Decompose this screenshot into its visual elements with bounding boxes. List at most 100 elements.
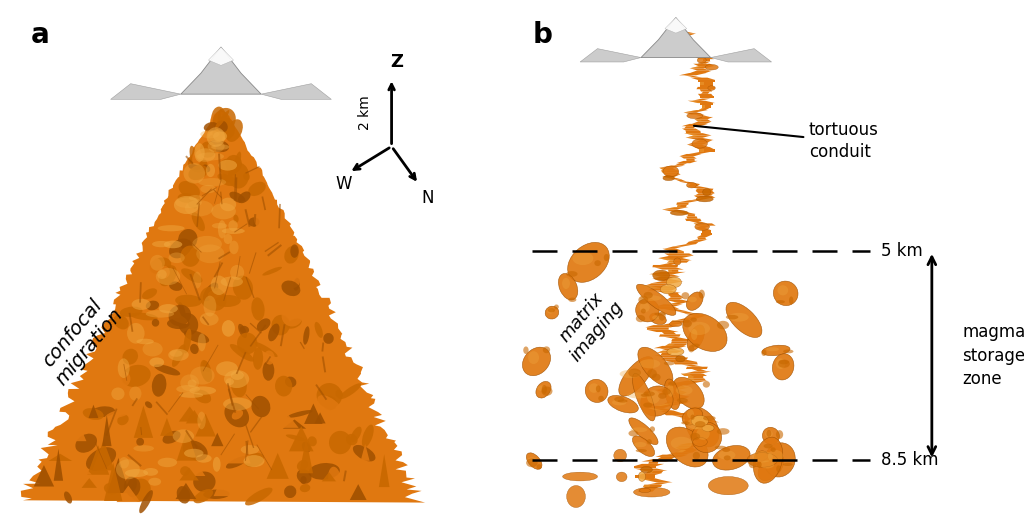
Ellipse shape <box>717 428 729 435</box>
Polygon shape <box>695 57 705 59</box>
Polygon shape <box>646 471 653 473</box>
Polygon shape <box>701 230 712 233</box>
Polygon shape <box>322 472 336 481</box>
Polygon shape <box>651 274 680 277</box>
Ellipse shape <box>649 426 655 432</box>
Ellipse shape <box>209 135 215 141</box>
Ellipse shape <box>690 415 694 420</box>
Polygon shape <box>177 430 197 461</box>
Ellipse shape <box>586 379 608 403</box>
Polygon shape <box>658 256 692 258</box>
Ellipse shape <box>253 347 263 370</box>
Ellipse shape <box>764 443 796 477</box>
Ellipse shape <box>118 358 130 378</box>
Polygon shape <box>672 43 686 46</box>
Polygon shape <box>666 344 688 346</box>
Ellipse shape <box>618 357 653 396</box>
Ellipse shape <box>649 313 667 324</box>
Ellipse shape <box>170 350 182 357</box>
Ellipse shape <box>636 315 645 322</box>
Ellipse shape <box>652 270 670 281</box>
Polygon shape <box>637 473 663 475</box>
Ellipse shape <box>636 449 647 452</box>
Ellipse shape <box>687 325 705 351</box>
Ellipse shape <box>142 342 163 357</box>
Ellipse shape <box>132 299 151 310</box>
Polygon shape <box>659 411 681 413</box>
Polygon shape <box>117 485 140 502</box>
Ellipse shape <box>629 418 658 445</box>
Ellipse shape <box>663 389 671 395</box>
Ellipse shape <box>722 447 730 452</box>
Ellipse shape <box>706 64 718 70</box>
Ellipse shape <box>562 278 570 289</box>
Polygon shape <box>700 422 713 425</box>
Ellipse shape <box>695 421 706 427</box>
Ellipse shape <box>589 383 599 393</box>
Ellipse shape <box>188 445 205 460</box>
Ellipse shape <box>219 175 237 186</box>
Polygon shape <box>641 286 677 288</box>
Polygon shape <box>671 399 684 402</box>
Ellipse shape <box>222 128 231 139</box>
Polygon shape <box>681 365 702 367</box>
Ellipse shape <box>169 238 191 258</box>
Polygon shape <box>645 325 679 327</box>
Ellipse shape <box>671 437 692 450</box>
Ellipse shape <box>239 461 252 473</box>
Polygon shape <box>654 267 684 269</box>
Ellipse shape <box>339 383 361 399</box>
Ellipse shape <box>215 114 223 122</box>
Polygon shape <box>690 427 703 429</box>
Polygon shape <box>684 371 711 373</box>
Ellipse shape <box>152 374 167 397</box>
Ellipse shape <box>634 487 670 497</box>
Polygon shape <box>695 57 714 59</box>
Ellipse shape <box>288 410 312 418</box>
Ellipse shape <box>262 267 282 276</box>
Ellipse shape <box>218 220 226 238</box>
Ellipse shape <box>268 324 280 342</box>
Ellipse shape <box>229 344 254 361</box>
Ellipse shape <box>142 288 157 299</box>
Ellipse shape <box>188 195 202 201</box>
Polygon shape <box>669 251 675 254</box>
Polygon shape <box>675 38 681 41</box>
Polygon shape <box>660 353 672 355</box>
Polygon shape <box>684 75 702 77</box>
Ellipse shape <box>696 428 710 440</box>
Ellipse shape <box>224 370 249 388</box>
Ellipse shape <box>241 431 248 440</box>
Ellipse shape <box>130 313 158 321</box>
Ellipse shape <box>178 181 200 198</box>
Ellipse shape <box>643 292 652 299</box>
Ellipse shape <box>183 328 191 354</box>
Ellipse shape <box>215 115 232 129</box>
Ellipse shape <box>526 453 542 469</box>
Ellipse shape <box>228 220 238 231</box>
Polygon shape <box>635 475 655 477</box>
Ellipse shape <box>65 492 72 504</box>
Text: matrix
imaging: matrix imaging <box>551 284 627 365</box>
Ellipse shape <box>757 461 762 468</box>
Ellipse shape <box>204 185 218 204</box>
Ellipse shape <box>643 403 652 407</box>
Ellipse shape <box>629 430 638 436</box>
Ellipse shape <box>770 447 776 452</box>
Polygon shape <box>663 249 674 251</box>
Polygon shape <box>48 454 72 461</box>
Ellipse shape <box>663 166 679 177</box>
Polygon shape <box>688 376 693 378</box>
Ellipse shape <box>213 111 230 131</box>
Ellipse shape <box>216 361 238 376</box>
Polygon shape <box>283 419 306 429</box>
Ellipse shape <box>652 315 659 320</box>
Ellipse shape <box>223 234 232 244</box>
Polygon shape <box>684 110 700 112</box>
Ellipse shape <box>691 329 697 340</box>
Ellipse shape <box>76 434 97 453</box>
Polygon shape <box>692 121 712 124</box>
Polygon shape <box>688 184 700 186</box>
Polygon shape <box>675 212 689 214</box>
Ellipse shape <box>598 396 604 401</box>
